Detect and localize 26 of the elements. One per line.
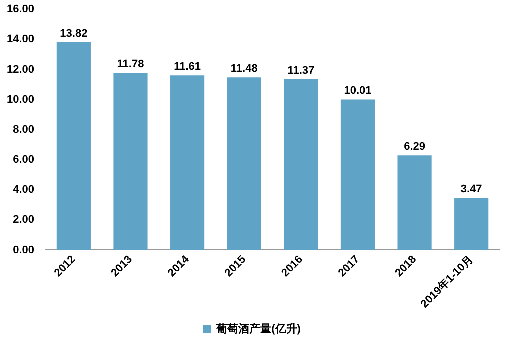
bar bbox=[284, 79, 318, 250]
data-label: 11.78 bbox=[117, 58, 144, 71]
bar bbox=[340, 100, 376, 250]
y-tick-label: 2.00 bbox=[13, 214, 35, 226]
y-tick-label: 16.00 bbox=[6, 4, 35, 16]
bar bbox=[398, 156, 432, 250]
legend-label: 葡萄酒产量(亿升) bbox=[216, 322, 302, 336]
bar bbox=[170, 76, 205, 250]
y-tick-label: 10.00 bbox=[6, 94, 35, 106]
data-label: 13.82 bbox=[60, 28, 88, 40]
bar bbox=[454, 198, 489, 250]
bar bbox=[56, 42, 91, 250]
y-tick-label: 4.00 bbox=[13, 184, 35, 196]
data-label: 11.48 bbox=[230, 63, 258, 76]
data-label: 3.47 bbox=[460, 184, 482, 196]
bar bbox=[227, 78, 262, 250]
y-tick-label: 6.00 bbox=[13, 154, 35, 166]
data-label: 11.37 bbox=[288, 64, 315, 77]
data-label: 6.29 bbox=[404, 141, 426, 154]
y-tick-label: 0.00 bbox=[13, 244, 35, 256]
data-label: 10.01 bbox=[344, 85, 372, 98]
y-tick-label: 14.00 bbox=[6, 34, 35, 46]
data-label: 11.61 bbox=[174, 61, 202, 74]
y-tick-label: 8.00 bbox=[13, 124, 35, 136]
y-tick-label: 12.00 bbox=[6, 64, 35, 76]
bar bbox=[114, 73, 148, 250]
